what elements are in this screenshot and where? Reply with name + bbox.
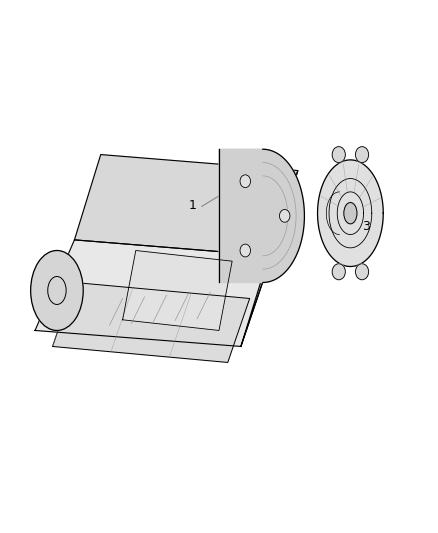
Polygon shape (74, 155, 298, 256)
Circle shape (356, 147, 369, 163)
Text: 1: 1 (189, 199, 197, 212)
Circle shape (356, 264, 369, 280)
Circle shape (279, 209, 290, 222)
Circle shape (332, 147, 345, 163)
Polygon shape (35, 240, 272, 346)
Circle shape (240, 244, 251, 257)
Polygon shape (123, 251, 232, 330)
Polygon shape (219, 149, 304, 282)
Polygon shape (241, 171, 298, 346)
Ellipse shape (31, 251, 83, 330)
Text: 3: 3 (362, 220, 370, 233)
Circle shape (332, 264, 345, 280)
Polygon shape (318, 160, 383, 266)
Circle shape (240, 175, 251, 188)
Ellipse shape (344, 203, 357, 224)
Polygon shape (53, 282, 250, 362)
